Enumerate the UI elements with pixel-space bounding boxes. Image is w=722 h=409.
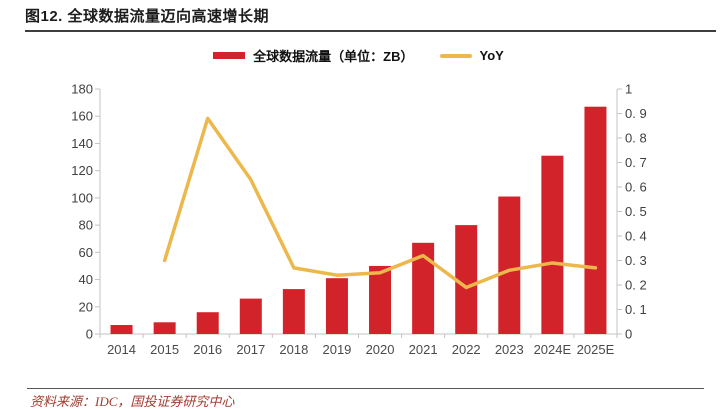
legend-item-data-traffic: 全球数据流量（单位：ZB） — [213, 46, 414, 65]
x-axis-category-label: 2014 — [107, 342, 136, 357]
right-axis-tick-label: 0. 8 — [625, 131, 647, 146]
yoy-line — [162, 116, 598, 290]
chart-legend: 全球数据流量（单位：ZB） YoY — [100, 46, 617, 65]
right-axis-tick-label: 0. 3 — [625, 253, 647, 268]
bar-2014 — [110, 325, 133, 334]
bar-series-swatch — [213, 52, 246, 59]
figure-title: 图12. 全球数据流量迈向高速增长期 — [25, 8, 270, 25]
right-axis-tick-label: 0. 2 — [625, 278, 647, 293]
x-axis-category-label: 2016 — [193, 342, 222, 357]
bar-2017 — [239, 298, 262, 334]
bar-2022 — [455, 225, 478, 334]
legend-label-yoy: YoY — [479, 48, 504, 63]
right-axis-tick-label: 0. 5 — [625, 204, 647, 219]
x-axis-category-label: 2024E — [534, 342, 572, 357]
left-axis-tick-label: 100 — [71, 190, 93, 205]
title-divider — [25, 30, 716, 32]
left-axis-tick-label: 60 — [79, 245, 93, 260]
x-axis-category-label: 2017 — [236, 342, 265, 357]
right-axis-tick-label: 1 — [625, 82, 632, 97]
left-axis-tick-label: 120 — [71, 163, 93, 178]
bar-2023 — [498, 196, 521, 334]
x-axis-category-label: 2015 — [150, 342, 179, 357]
left-axis-tick-label: 20 — [79, 299, 93, 314]
line-series-swatch — [439, 53, 472, 58]
left-axis-tick-label: 180 — [71, 82, 93, 97]
legend-item-yoy: YoY — [439, 48, 504, 63]
right-axis-tick-label: 0. 1 — [625, 302, 647, 317]
bar-2019 — [325, 278, 348, 334]
right-axis-tick-label: 0 — [625, 327, 632, 342]
bars-group — [110, 106, 607, 334]
legend-label-data-traffic: 全球数据流量（单位：ZB） — [253, 49, 414, 64]
bar-2025E — [584, 106, 607, 334]
axes: 0 20 40 60 80 100 120 140 160 180 0 0. 1 0. 2 0. 3 0. … — [71, 82, 646, 358]
left-axis-tick-label: 140 — [71, 136, 93, 151]
bar-2018 — [282, 289, 305, 334]
x-axis-category-label: 2025E — [577, 342, 615, 357]
right-axis-tick-label: 0. 6 — [625, 180, 647, 195]
x-axis-category-label: 2018 — [279, 342, 308, 357]
x-axis-category-label: 2022 — [452, 342, 481, 357]
source-note: 资料来源：IDC，国投证券研究中心 — [30, 394, 235, 409]
right-axis-tick-label: 0. 7 — [625, 155, 647, 170]
bar-2021 — [412, 242, 435, 334]
x-axis-category-label: 2020 — [366, 342, 395, 357]
bar-2024E — [541, 155, 564, 334]
left-axis-tick-label: 40 — [79, 272, 93, 287]
x-axis-category-label: 2023 — [495, 342, 524, 357]
source-divider — [27, 388, 704, 389]
right-axis-tick-label: 0. 9 — [625, 106, 647, 121]
left-axis-tick-label: 160 — [71, 109, 93, 124]
left-axis-tick-label: 0 — [86, 327, 93, 342]
x-axis-category-label: 2021 — [409, 342, 438, 357]
x-axis-category-label: 2019 — [322, 342, 351, 357]
bar-2015 — [153, 322, 176, 334]
bar-2020 — [369, 265, 392, 334]
bar-2016 — [196, 312, 219, 334]
right-axis-tick-label: 0. 4 — [625, 229, 647, 244]
left-axis-tick-label: 80 — [79, 218, 93, 233]
